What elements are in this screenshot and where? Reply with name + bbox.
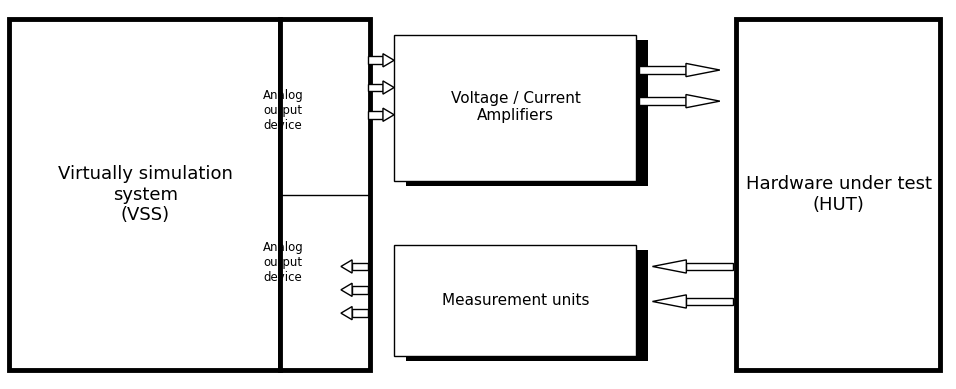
Text: Measurement units: Measurement units bbox=[442, 293, 590, 308]
Polygon shape bbox=[383, 108, 394, 121]
Bar bbox=[394, 245, 637, 356]
Text: Hardware under test
(HUT): Hardware under test (HUT) bbox=[746, 175, 931, 214]
Bar bbox=[640, 97, 686, 105]
Text: Analog
output
device: Analog output device bbox=[263, 241, 303, 284]
Bar bbox=[686, 263, 733, 270]
Bar bbox=[394, 35, 637, 181]
Polygon shape bbox=[686, 63, 720, 77]
Text: Virtually simulation
system
(VSS): Virtually simulation system (VSS) bbox=[58, 165, 232, 224]
Polygon shape bbox=[341, 307, 352, 320]
Bar bbox=[367, 111, 383, 119]
Bar bbox=[367, 56, 383, 64]
Bar bbox=[686, 298, 733, 305]
Bar bbox=[10, 19, 280, 370]
Bar bbox=[405, 250, 647, 361]
Polygon shape bbox=[383, 54, 394, 67]
Bar bbox=[352, 286, 367, 294]
Bar bbox=[640, 66, 686, 74]
Polygon shape bbox=[341, 283, 352, 296]
Polygon shape bbox=[686, 95, 720, 108]
Text: Voltage / Current
Amplifiers: Voltage / Current Amplifiers bbox=[450, 91, 580, 123]
Text: Analog
output
device: Analog output device bbox=[263, 89, 303, 132]
Bar bbox=[352, 263, 367, 270]
Bar bbox=[352, 309, 367, 317]
Polygon shape bbox=[341, 260, 352, 273]
Bar bbox=[280, 19, 370, 370]
Bar bbox=[736, 19, 940, 370]
Polygon shape bbox=[383, 81, 394, 94]
Bar bbox=[405, 40, 647, 186]
Bar bbox=[367, 84, 383, 91]
Polygon shape bbox=[652, 260, 686, 273]
Polygon shape bbox=[652, 295, 686, 308]
